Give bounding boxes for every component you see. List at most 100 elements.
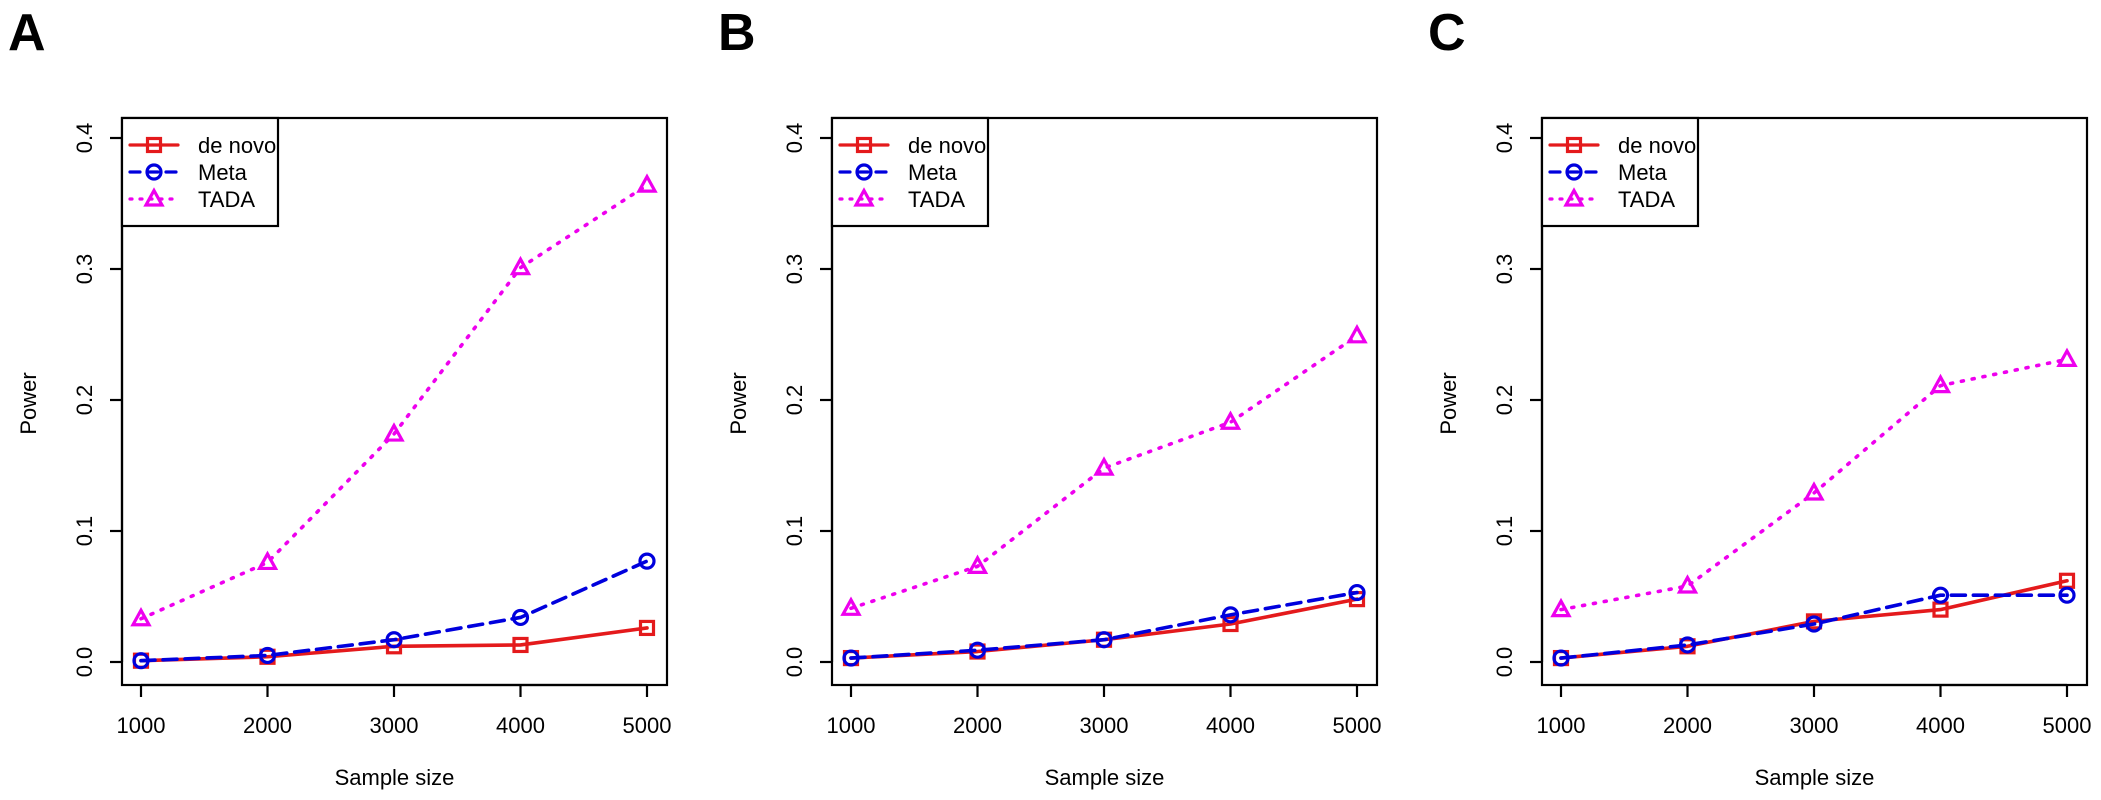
series-line xyxy=(1559,357,2069,612)
y-tick-label: 0.0 xyxy=(782,647,807,678)
series-tada xyxy=(840,323,1368,616)
data-point xyxy=(509,255,532,276)
panel-letter: A xyxy=(8,4,46,62)
legend-label: de novo xyxy=(198,133,276,158)
data-point xyxy=(1348,583,1366,602)
panel-a: A 1000 2000 3000 4000 5000 Sample size 0.0 0.1 0.… xyxy=(8,4,671,790)
legend-circle-icon xyxy=(855,163,873,181)
series-line xyxy=(849,334,1359,611)
x-tick-label: 3000 xyxy=(370,713,419,738)
series-line xyxy=(849,597,1359,660)
legend-triangle-icon xyxy=(143,187,165,207)
legend-square-icon xyxy=(1565,136,1583,154)
series-line xyxy=(1559,578,2069,660)
x-tick-label: 1000 xyxy=(1537,713,1586,738)
data-point xyxy=(512,636,529,654)
x-tick-label: 2000 xyxy=(1663,713,1712,738)
x-tick-label: 2000 xyxy=(243,713,292,738)
data-point xyxy=(1805,615,1823,633)
data-point xyxy=(840,596,862,616)
y-tick-label: 0.1 xyxy=(1492,516,1517,547)
data-point xyxy=(1676,574,1699,594)
legend-label: TADA xyxy=(1618,187,1675,212)
data-point xyxy=(130,606,152,627)
x-tick-label: 5000 xyxy=(2043,713,2092,738)
data-point xyxy=(1095,631,1113,649)
data-point xyxy=(1931,586,1950,604)
y-tick-label: 0.2 xyxy=(1492,385,1517,416)
data-point xyxy=(1222,615,1239,633)
series-meta xyxy=(1552,586,2076,667)
panel-b: B 1000 2000 3000 4000 5000 Sample size 0.0 0.1 0.… xyxy=(718,4,1381,790)
x-tick-label: 5000 xyxy=(623,713,672,738)
data-point xyxy=(842,649,860,667)
data-point xyxy=(1219,410,1242,430)
legend-label: de novo xyxy=(908,133,986,158)
data-point xyxy=(968,641,987,659)
legend-label: de novo xyxy=(1618,133,1696,158)
x-axis-title: Sample size xyxy=(1755,765,1875,790)
x-tick-label: 1000 xyxy=(827,713,876,738)
x-tick-label: 2000 xyxy=(953,713,1002,738)
y-tick-label: 0.0 xyxy=(72,647,97,678)
x-tick-label: 4000 xyxy=(496,713,545,738)
y-tick-label: 0.4 xyxy=(1492,123,1517,154)
data-point xyxy=(1346,323,1368,344)
legend-label: TADA xyxy=(198,187,255,212)
y-tick-label: 0.1 xyxy=(72,516,97,547)
y-tick-label: 0.1 xyxy=(782,516,807,547)
data-point xyxy=(385,631,403,649)
y-tick-label: 0.2 xyxy=(782,385,807,416)
x-tick-label: 3000 xyxy=(1080,713,1129,738)
data-point xyxy=(1552,649,1570,667)
x-tick-label: 3000 xyxy=(1790,713,1839,738)
series-line xyxy=(139,183,649,621)
y-axis-title: Power xyxy=(726,372,751,434)
data-point xyxy=(638,619,656,637)
legend-square-icon xyxy=(855,136,873,154)
panel-letter: B xyxy=(718,4,756,62)
x-tick-label: 1000 xyxy=(117,713,166,738)
data-point xyxy=(966,554,989,574)
data-point xyxy=(1929,373,1952,394)
data-point xyxy=(2058,586,2076,604)
y-tick-label: 0.3 xyxy=(1492,254,1517,285)
data-point xyxy=(256,550,279,571)
data-point xyxy=(511,608,530,627)
series-line xyxy=(849,590,1359,660)
y-tick-label: 0.3 xyxy=(782,254,807,285)
legend-label: Meta xyxy=(1618,160,1668,185)
data-point xyxy=(1550,597,1572,618)
legend-label: Meta xyxy=(908,160,958,185)
y-axis-title: Power xyxy=(1436,372,1461,434)
legend-triangle-icon xyxy=(1563,187,1585,207)
y-tick-label: 0.4 xyxy=(72,123,97,154)
data-point xyxy=(132,652,150,670)
y-tick-label: 0.3 xyxy=(72,254,97,285)
legend-square-icon xyxy=(145,136,163,154)
x-axis-title: Sample size xyxy=(1045,765,1165,790)
panel-c: C 1000 2000 3000 4000 5000 Sample size 0.0 0.1 0.… xyxy=(1428,4,2091,790)
panel-letter: C xyxy=(1428,4,1466,62)
legend-label: Meta xyxy=(198,160,248,185)
data-point xyxy=(1803,481,1825,501)
x-tick-label: 4000 xyxy=(1206,713,1255,738)
data-point xyxy=(1221,606,1240,624)
y-tick-label: 0.2 xyxy=(72,385,97,416)
legend-label: TADA xyxy=(908,187,965,212)
legend-circle-icon xyxy=(1565,163,1583,181)
data-point xyxy=(2056,347,2078,367)
data-point xyxy=(258,646,277,665)
series-tada xyxy=(130,173,658,627)
legend-circle-icon xyxy=(145,163,163,181)
x-tick-label: 4000 xyxy=(1916,713,1965,738)
data-point xyxy=(636,173,658,193)
y-axis-title: Power xyxy=(16,372,41,434)
series-line xyxy=(139,559,649,663)
series-de-novo xyxy=(132,619,656,669)
x-axis-title: Sample size xyxy=(335,765,455,790)
